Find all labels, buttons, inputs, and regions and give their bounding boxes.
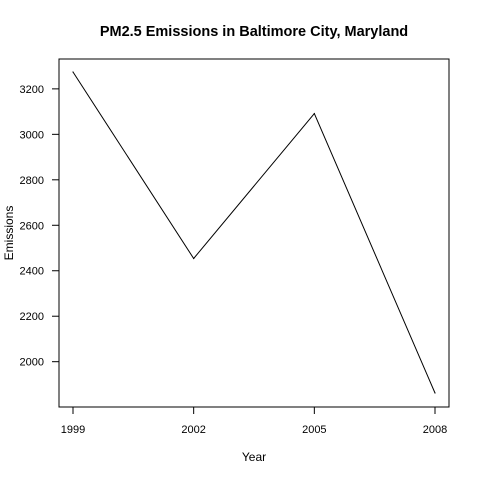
y-tick-label: 2600 — [20, 220, 44, 232]
series-line — [72, 71, 436, 394]
x-tick-label: 2002 — [181, 424, 205, 436]
chart-title: PM2.5 Emissions in Baltimore City, Maryl… — [100, 24, 408, 40]
y-tick-label: 2200 — [20, 311, 44, 323]
y-tick-label: 3200 — [20, 84, 44, 96]
plot-box — [58, 58, 450, 408]
y-axis: 2000 2200 2400 2600 2800 3000 3200 — [20, 84, 59, 369]
y-tick-label: 3000 — [20, 129, 44, 141]
data-point — [72, 71, 74, 73]
data-point — [434, 392, 436, 394]
x-tick-label: 2005 — [302, 424, 326, 436]
y-axis-label: Emissions — [2, 206, 16, 261]
series-group — [72, 71, 436, 394]
y-tick-label: 2800 — [20, 175, 44, 187]
x-axis: 1999 2002 2005 2008 — [61, 407, 447, 436]
x-axis-label: Year — [242, 450, 266, 464]
x-tick-label: 2008 — [423, 424, 447, 436]
y-tick-label: 2400 — [20, 266, 44, 278]
x-tick-label: 1999 — [61, 424, 85, 436]
data-point — [193, 257, 195, 260]
data-point — [313, 112, 315, 115]
y-tick-label: 2000 — [20, 357, 44, 369]
